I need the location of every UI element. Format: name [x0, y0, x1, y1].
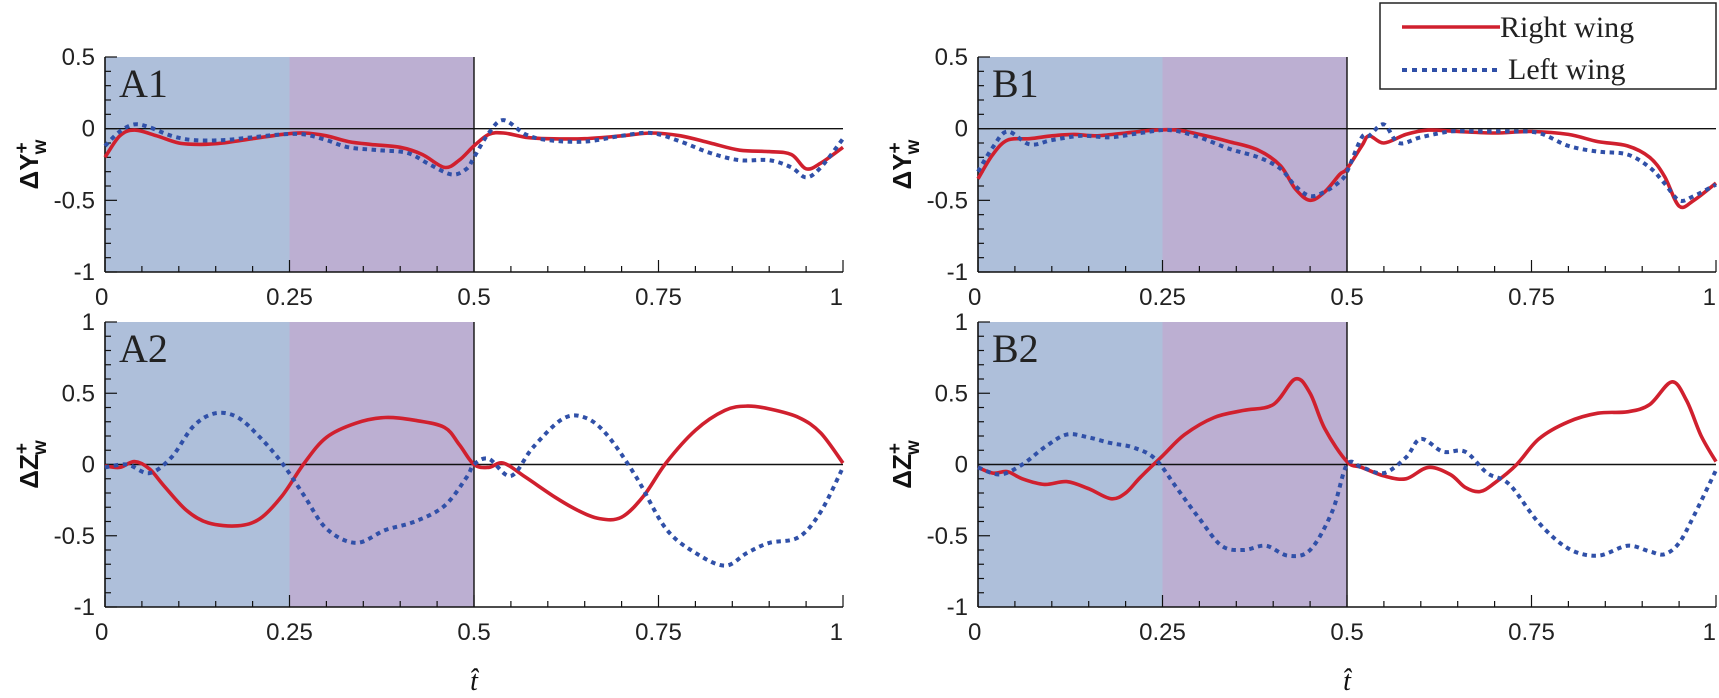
x-tick-label: 1: [830, 284, 843, 311]
left-wing-curve: [103, 118, 845, 180]
x-tick-label: 0.5: [1330, 619, 1363, 646]
y-axis-label: ΔZ+w: [12, 440, 51, 489]
phase-band: [105, 57, 290, 272]
x-tick-label: 0.25: [266, 619, 313, 646]
x-tick-label: 0.25: [266, 284, 313, 311]
x-tick-label: 0.75: [635, 619, 682, 646]
panel-label: A2: [119, 326, 168, 371]
right-wing-curve: [977, 376, 1718, 501]
x-tick-label: 0.25: [1139, 284, 1186, 311]
y-tick-label: 1: [82, 309, 95, 336]
y-tick-label: -0.5: [54, 523, 95, 550]
phase-band: [1162, 57, 1347, 272]
phase-band: [978, 57, 1163, 272]
y-tick-label: -0.5: [54, 187, 95, 214]
x-tick-label: 1: [1703, 284, 1716, 311]
x-tick-label: 0.75: [1508, 284, 1555, 311]
y-tick-label: -1: [947, 594, 968, 621]
panel-label: B2: [992, 326, 1039, 371]
y-tick-label: -1: [74, 259, 95, 286]
x-tick-label: 0: [95, 284, 108, 311]
y-tick-label: 0: [955, 116, 968, 143]
x-tick-label: 0: [968, 619, 981, 646]
y-tick-label: -1: [74, 594, 95, 621]
x-tick-label: 0.5: [1330, 284, 1363, 311]
y-tick-label: 0: [82, 452, 95, 479]
y-tick-label: -1: [947, 259, 968, 286]
y-tick-label: 0.5: [935, 380, 968, 407]
x-tick-label: 0.75: [635, 284, 682, 311]
x-axis-label: t̂: [1343, 666, 1353, 697]
right-wing-curve: [103, 128, 845, 171]
left-wing-curve: [104, 410, 845, 568]
legend-right-label: Right wing: [1500, 11, 1634, 44]
right-wing-curve: [104, 404, 845, 528]
y-tick-label: -0.5: [927, 187, 968, 214]
y-tick-label: 0: [82, 116, 95, 143]
x-tick-label: 1: [1703, 619, 1716, 646]
x-axis-label: t̂: [470, 666, 480, 697]
panels-layer: 0.50-0.5-10 0.25 0.5 0.75 1A1ΔY+w10.50-0.5-1…: [12, 44, 1718, 697]
panel-label: A1: [119, 61, 168, 106]
x-tick-label: 1: [830, 619, 843, 646]
y-tick-label: 0.5: [62, 380, 95, 407]
y-tick-label: -0.5: [927, 523, 968, 550]
x-tick-label: 0: [968, 284, 981, 311]
y-tick-label: 0.5: [62, 44, 95, 71]
x-tick-label: 0.5: [457, 619, 490, 646]
legend-left-label: Left wing: [1508, 53, 1625, 86]
phase-band: [289, 57, 474, 272]
y-axis-label: ΔY+w: [12, 139, 51, 189]
y-axis-label: ΔZ+w: [885, 440, 924, 489]
x-tick-label: 0.75: [1508, 619, 1555, 646]
x-tick-label: 0.25: [1139, 619, 1186, 646]
y-tick-label: 1: [955, 309, 968, 336]
y-axis-label: ΔY+w: [885, 139, 924, 189]
panel-label: B1: [992, 61, 1039, 106]
x-tick-label: 0: [95, 619, 108, 646]
legend-frame: [1379, 2, 1717, 90]
legend: Right wing Left wing: [1379, 2, 1717, 90]
y-tick-label: 0.5: [935, 44, 968, 71]
left-wing-curve: [976, 122, 1717, 203]
x-tick-label: 0.5: [457, 284, 490, 311]
y-tick-label: 0: [955, 452, 968, 479]
